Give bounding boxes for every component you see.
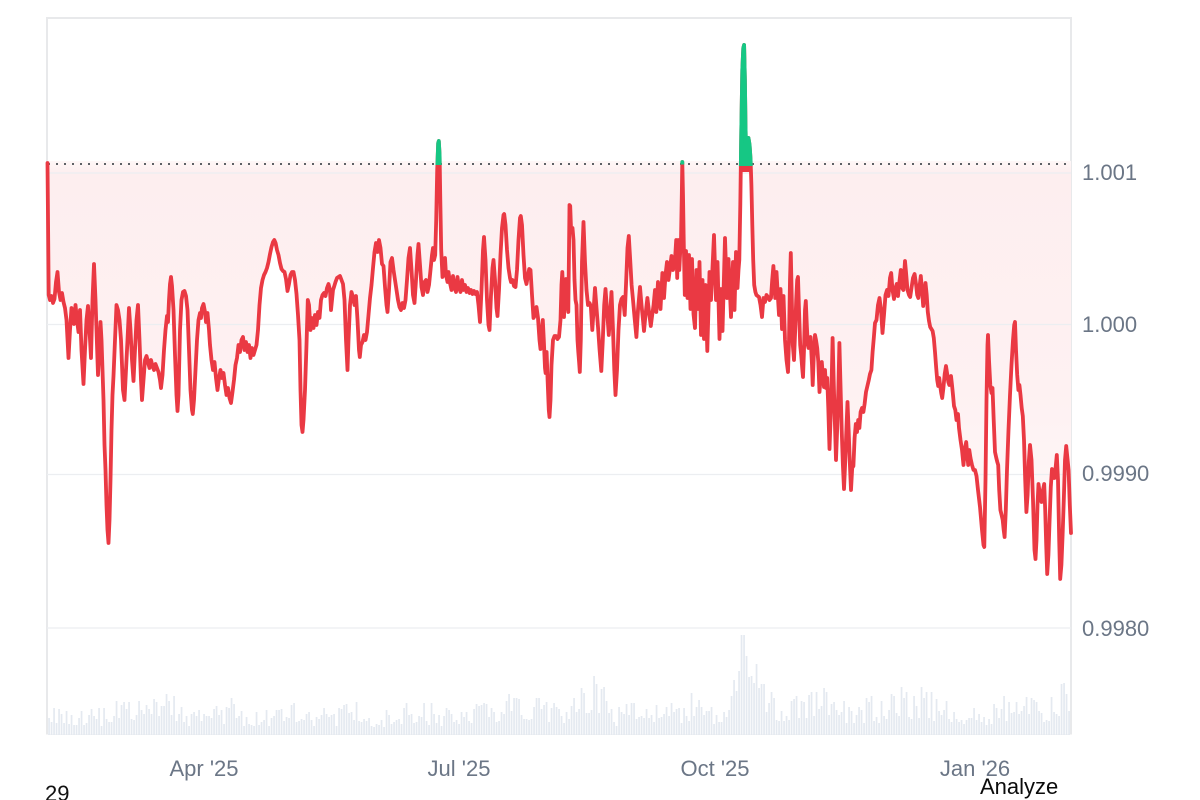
- svg-text:Analyze: Analyze: [980, 774, 1058, 799]
- svg-text:1.000: 1.000: [1082, 312, 1137, 337]
- svg-text:29: 29: [45, 781, 69, 800]
- svg-text:Apr '25: Apr '25: [169, 756, 238, 781]
- svg-text:1.001: 1.001: [1082, 160, 1137, 185]
- svg-text:0.9990: 0.9990: [1082, 461, 1149, 486]
- svg-text:Jul '25: Jul '25: [428, 756, 491, 781]
- svg-text:Oct '25: Oct '25: [680, 756, 749, 781]
- svg-text:0.9980: 0.9980: [1082, 616, 1149, 641]
- svg-text:Jan '26: Jan '26: [940, 756, 1010, 781]
